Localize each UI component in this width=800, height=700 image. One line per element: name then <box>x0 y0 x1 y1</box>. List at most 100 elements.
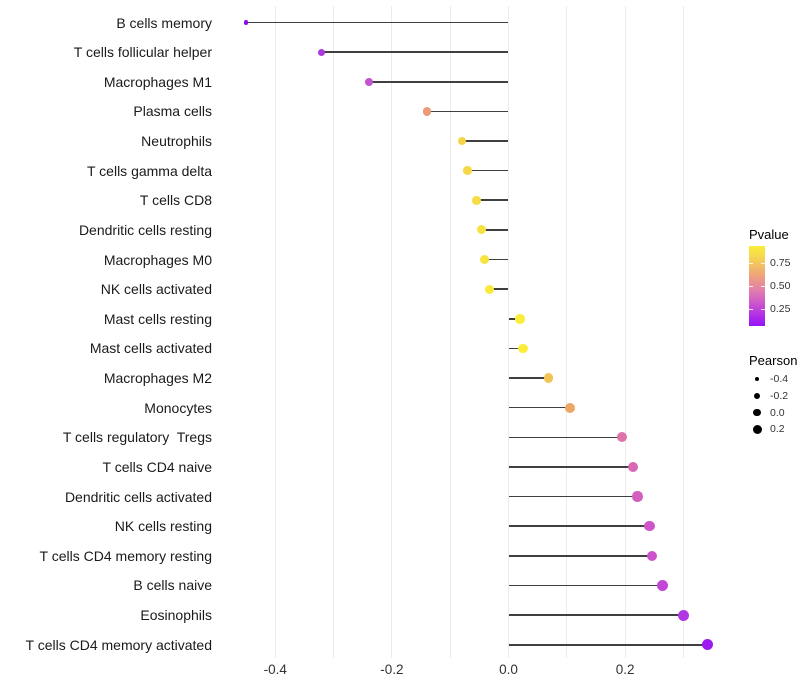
x-tick-label: -0.2 <box>380 662 404 677</box>
lollipop-dot <box>644 520 655 532</box>
x-tick-label: -0.4 <box>263 662 287 677</box>
pearson-size-label: -0.2 <box>770 389 789 402</box>
stem-line <box>508 406 571 409</box>
pvalue-tick-mark <box>761 263 765 265</box>
category-label: B cells memory <box>116 14 212 31</box>
stem-line <box>508 377 549 379</box>
stem-line <box>508 555 652 557</box>
lollipop-dot <box>701 638 714 651</box>
category-label: T cells gamma delta <box>86 162 212 179</box>
x-gridline <box>682 6 684 658</box>
pearson-size-dot <box>752 424 762 434</box>
lollipop-dot <box>617 432 628 443</box>
lollipop-dot <box>565 402 576 413</box>
category-label: T cells CD4 memory resting <box>39 547 212 564</box>
lollipop-dot <box>479 255 489 265</box>
category-label: T cells CD4 naive <box>102 458 212 475</box>
lollipop-dot <box>243 20 249 25</box>
lollipop-dot <box>515 314 525 324</box>
pearson-size-label: 0.2 <box>770 423 785 436</box>
legend-pearson: Pearson -0.4 -0.2 0.0 0.2 <box>749 353 799 435</box>
lollipop-dot <box>422 107 432 116</box>
category-label: Macrophages M0 <box>103 251 212 268</box>
lollipop-dot <box>678 609 690 621</box>
pvalue-tick-mark <box>749 263 753 265</box>
legend-pvalue-title: Pvalue <box>749 227 789 242</box>
lollipop-dot <box>484 284 494 294</box>
stem-line <box>508 318 521 320</box>
category-label: NK cells resting <box>114 518 212 535</box>
legend-pearson-title: Pearson <box>749 353 798 368</box>
pvalue-tick-label: 0.50 <box>770 280 791 292</box>
x-gridline <box>274 6 276 658</box>
lollipop-dot <box>477 225 487 235</box>
pvalue-tick-label: 0.75 <box>770 257 791 270</box>
pearson-size-dot <box>753 408 761 417</box>
lollipop-dot <box>628 461 639 472</box>
lollipop-dot <box>472 196 481 205</box>
lollipop-dot <box>457 136 467 146</box>
pvalue-colorbar <box>749 246 765 326</box>
x-gridline <box>449 6 451 658</box>
category-label: Eosinophils <box>140 607 212 624</box>
category-label: Mast cells resting <box>103 310 212 327</box>
pvalue-tick-mark <box>749 286 753 287</box>
category-label: B cells naive <box>133 577 212 594</box>
stem-line <box>321 51 509 53</box>
pearson-size-label: -0.4 <box>770 373 789 385</box>
stem-line <box>476 199 509 202</box>
lollipop-dot <box>657 579 669 591</box>
stem-line <box>489 288 509 290</box>
lollipop-dot <box>543 373 554 383</box>
x-tick-label: 0.2 <box>615 662 635 677</box>
stem-line <box>467 169 509 172</box>
stem-line <box>426 110 509 113</box>
stem-line <box>508 347 524 350</box>
stem-line <box>484 258 509 261</box>
stem-line <box>368 80 509 83</box>
pearson-size-dot <box>754 376 760 382</box>
x-gridline <box>624 6 626 658</box>
stem-line <box>246 21 509 24</box>
lollipop-dot <box>463 166 472 175</box>
category-label: T cells follicular helper <box>73 44 212 61</box>
category-label: Macrophages M2 <box>103 370 212 387</box>
lollipop-dot <box>646 550 658 562</box>
category-label: Mast cells activated <box>89 340 212 357</box>
pvalue-tick-mark <box>761 286 765 287</box>
lollipop-dot <box>318 48 326 56</box>
category-label: Monocytes <box>144 399 212 416</box>
category-label: Dendritic cells resting <box>78 221 212 238</box>
category-label: Neutrophils <box>141 133 212 150</box>
lollipop-dot <box>632 491 643 502</box>
x-gridline <box>508 6 509 658</box>
stem-line <box>508 466 634 468</box>
category-label: Plasma cells <box>133 103 212 120</box>
pvalue-tick-mark <box>749 308 753 310</box>
category-label: T cells CD4 memory activated <box>25 636 212 653</box>
pvalue-tick-label: 0.25 <box>770 302 791 315</box>
category-label: NK cells activated <box>100 281 212 298</box>
x-gridline <box>391 6 393 658</box>
category-label: T cells regulatory Tregs <box>62 429 212 446</box>
pearson-size-dot <box>754 392 760 399</box>
category-label: Dendritic cells activated <box>64 488 212 505</box>
category-label: Macrophages M1 <box>103 73 212 90</box>
stem-line <box>481 229 509 231</box>
stem-line <box>508 436 623 439</box>
legend-pvalue: Pvalue 0.75 0.50 0.25 <box>749 227 799 326</box>
x-gridline <box>566 6 568 658</box>
stem-line <box>508 614 684 616</box>
x-gridline <box>333 6 335 658</box>
stem-line <box>508 495 638 498</box>
lollipop-dot <box>518 343 528 354</box>
stem-line <box>508 643 708 646</box>
x-tick-label: 0.0 <box>499 662 518 677</box>
stem-line <box>461 140 509 142</box>
category-label: T cells CD8 <box>139 192 212 209</box>
stem-line <box>508 525 650 527</box>
stem-line <box>508 584 663 587</box>
pvalue-tick-mark <box>761 308 765 310</box>
lollipop-dot <box>364 77 373 86</box>
